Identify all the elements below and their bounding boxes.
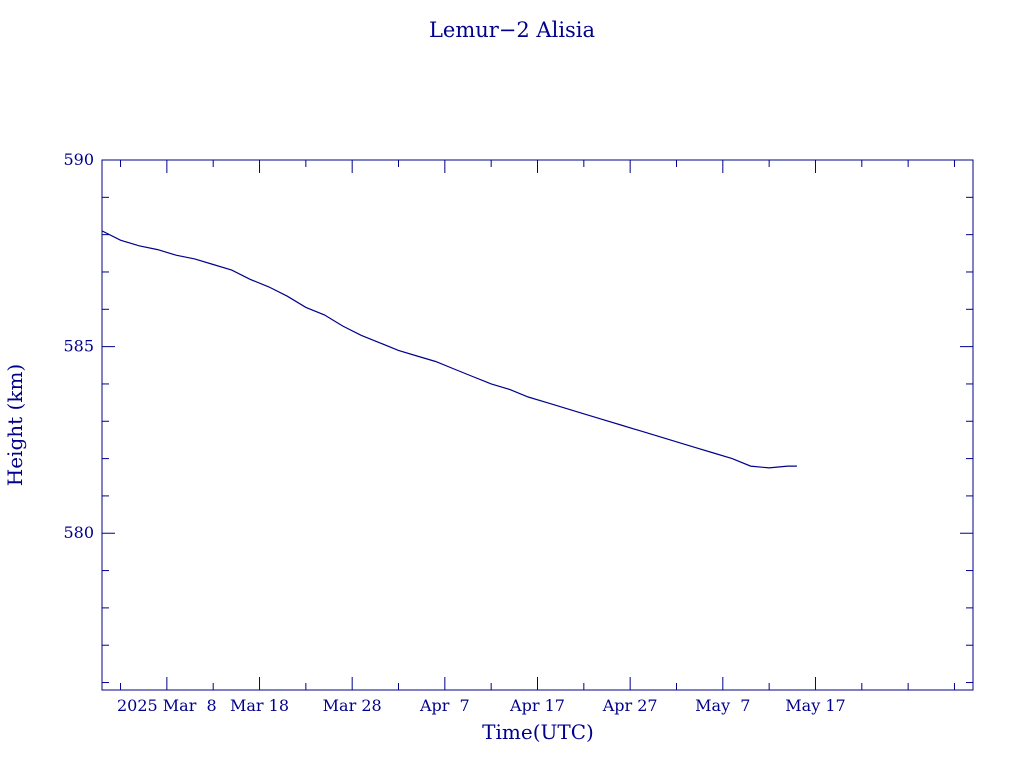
x-tick-label: Apr 7 — [419, 696, 470, 715]
y-axis-title: Height (km) — [3, 364, 27, 486]
x-tick-label: May 17 — [785, 696, 845, 715]
y-tick-label: 580 — [63, 523, 94, 542]
y-axis-tick-labels: 580 585 590 — [63, 150, 94, 542]
x-axis-title: Time(UTC) — [482, 720, 594, 744]
x-tick-label: Apr 27 — [602, 696, 658, 715]
x-axis-tick-labels: 2025 Mar 8 Mar 18 Mar 28 Apr 7 Apr 17 Apr 27 M… — [117, 696, 846, 715]
x-tick-label: Mar 28 — [323, 696, 382, 715]
height-series-line — [101, 230, 797, 469]
x-tick-label: Mar 18 — [230, 696, 289, 715]
y-axis-ticks — [102, 159, 973, 684]
y-tick-label: 585 — [63, 337, 94, 356]
x-axis-ticks — [120, 160, 955, 690]
x-tick-label: May 7 — [695, 696, 750, 715]
chart-title: Lemur−2 Alisia — [429, 18, 595, 42]
x-tick-label: 2025 Mar 8 — [117, 696, 217, 715]
plot-frame — [101, 159, 974, 691]
y-tick-label: 590 — [63, 150, 94, 169]
x-tick-label: Apr 17 — [509, 696, 565, 715]
